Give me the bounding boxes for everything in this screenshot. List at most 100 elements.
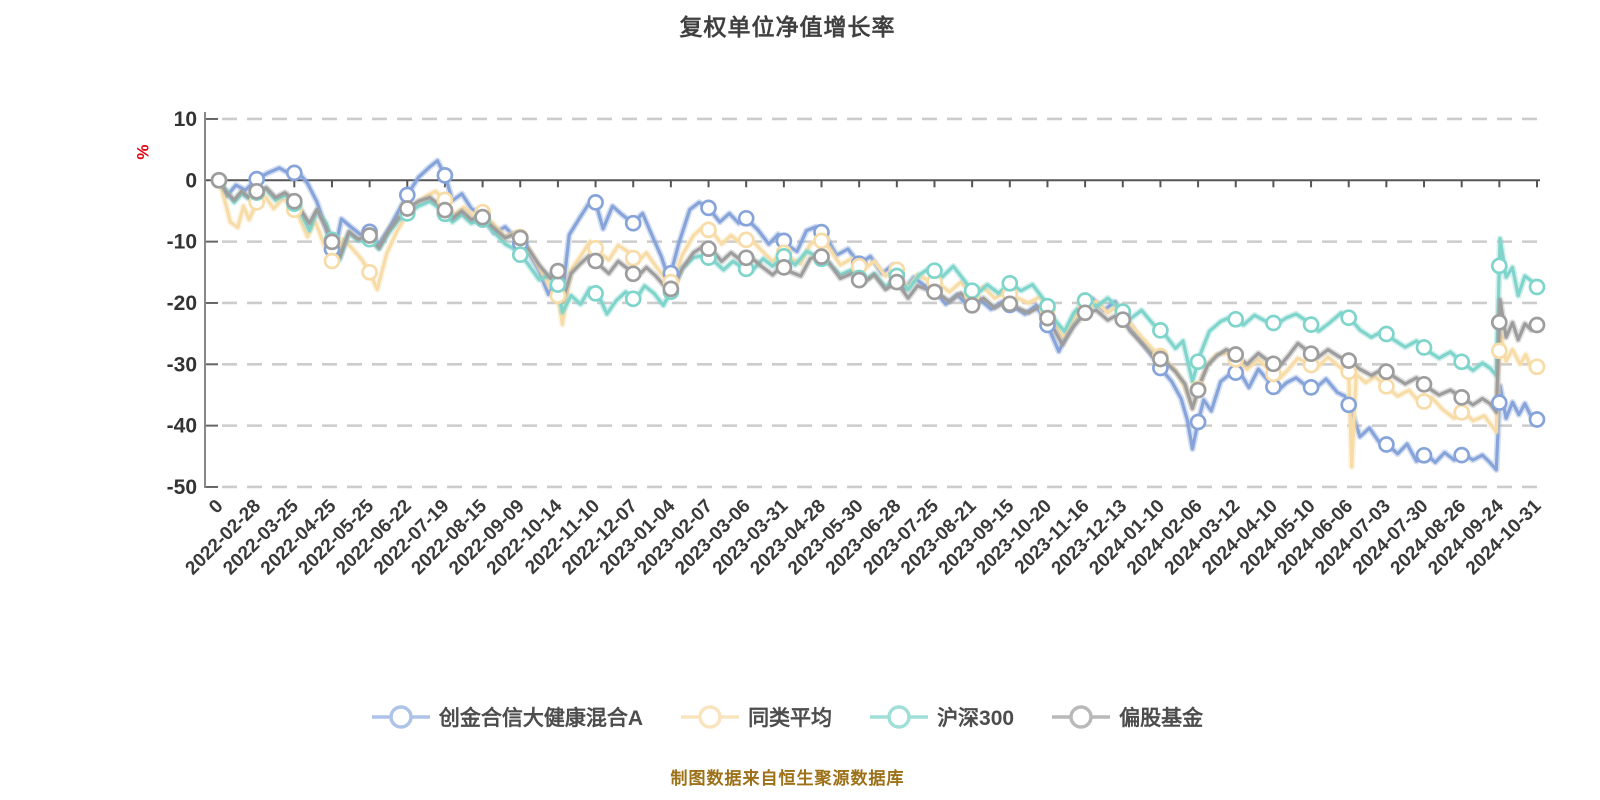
data-marker-series-0 xyxy=(1378,436,1395,453)
legend-item-2[interactable]: 沪深300 xyxy=(870,702,1014,732)
data-marker-series-1 xyxy=(1453,404,1471,421)
data-source-caption: 制图数据来自恒生聚源数据库 xyxy=(670,769,905,788)
data-marker-series-3 xyxy=(737,249,755,267)
data-marker-series-0 xyxy=(1490,394,1508,411)
data-marker-series-3 xyxy=(1415,375,1433,393)
data-marker-series-0 xyxy=(1189,413,1207,431)
data-marker-series-2 xyxy=(1340,309,1358,327)
data-marker-series-2 xyxy=(511,246,529,264)
data-marker-series-0 xyxy=(1528,411,1546,428)
data-marker-series-1 xyxy=(737,231,755,249)
data-marker-series-3 xyxy=(1189,381,1207,399)
data-marker-series-3 xyxy=(1114,311,1132,329)
data-marker-series-1 xyxy=(1415,393,1433,410)
data-marker-series-3 xyxy=(813,248,830,265)
data-marker-series-2 xyxy=(926,262,943,280)
data-marker-series-3 xyxy=(398,200,416,217)
legend-marker-icon xyxy=(371,705,430,729)
legend-item-0[interactable]: 创金合信大健康混合A xyxy=(371,702,644,732)
data-marker-series-3 xyxy=(285,192,303,210)
data-marker-series-2 xyxy=(1528,278,1546,296)
y-tick-label: 10 xyxy=(174,108,197,131)
data-marker-series-2 xyxy=(1378,325,1395,343)
data-marker-series-3 xyxy=(361,227,378,244)
data-marker-series-2 xyxy=(1265,314,1282,332)
y-tick-label: -30 xyxy=(167,353,197,376)
data-marker-series-1 xyxy=(361,263,378,281)
series-line-3 xyxy=(217,178,1539,414)
data-marker-series-3 xyxy=(1453,389,1471,406)
data-marker-series-0 xyxy=(1340,396,1358,414)
data-marker-series-3 xyxy=(662,280,680,298)
data-marker-series-3 xyxy=(1227,346,1245,363)
y-tick-label: -10 xyxy=(167,231,197,254)
data-marker-series-2 xyxy=(1490,257,1508,275)
chart-legend: 创金合信大健康混合A 同类平均 沪深300 偏股基金 xyxy=(0,702,1575,732)
data-marker-series-3 xyxy=(850,271,868,289)
data-marker-series-3 xyxy=(549,262,567,280)
data-marker-series-2 xyxy=(1453,353,1471,371)
data-marker-series-1 xyxy=(1490,342,1508,360)
legend-label: 沪深300 xyxy=(937,707,1015,730)
data-marker-series-3 xyxy=(624,265,642,283)
data-marker-series-3 xyxy=(700,240,717,258)
legend-label: 同类平均 xyxy=(748,707,833,730)
data-marker-series-3 xyxy=(1076,304,1094,322)
data-marker-series-2 xyxy=(587,285,604,302)
y-tick-label: -20 xyxy=(167,292,197,315)
data-marker-series-3 xyxy=(587,252,604,270)
data-marker-series-0 xyxy=(700,199,717,217)
data-marker-series-3 xyxy=(436,201,454,219)
data-marker-series-2 xyxy=(624,290,642,308)
legend-marker-icon xyxy=(870,705,929,729)
legend-item-1[interactable]: 同类平均 xyxy=(681,702,832,732)
series-halo-1 xyxy=(215,177,1541,470)
data-marker-series-3 xyxy=(248,182,266,200)
series-line-1 xyxy=(217,178,1539,469)
data-marker-series-0 xyxy=(624,214,642,232)
data-marker-series-3 xyxy=(1490,313,1508,331)
data-marker-series-1 xyxy=(813,232,830,250)
legend-marker-icon xyxy=(1052,705,1111,729)
data-marker-series-3 xyxy=(1265,355,1282,373)
data-marker-series-0 xyxy=(398,186,416,204)
y-tick-label: 0 xyxy=(185,169,197,192)
data-marker-series-0 xyxy=(1302,379,1320,396)
data-marker-series-2 xyxy=(549,276,567,293)
legend-label: 偏股基金 xyxy=(1119,707,1204,730)
data-marker-series-1 xyxy=(624,249,642,267)
data-marker-series-1 xyxy=(1378,378,1395,395)
data-marker-series-3 xyxy=(323,233,341,251)
data-marker-series-3 xyxy=(1302,345,1320,363)
data-marker-series-3 xyxy=(775,259,793,276)
data-marker-series-3 xyxy=(1039,309,1056,327)
data-marker-series-3 xyxy=(1340,352,1358,369)
data-marker-series-3 xyxy=(926,283,943,301)
data-marker-series-2 xyxy=(1415,339,1433,356)
data-marker-series-2 xyxy=(1189,353,1207,371)
data-marker-series-2 xyxy=(1152,322,1169,339)
data-marker-series-3 xyxy=(963,297,981,314)
data-marker-series-3 xyxy=(1152,350,1169,368)
data-marker-series-3 xyxy=(1001,295,1019,313)
data-marker-series-2 xyxy=(963,282,981,300)
data-marker-series-3 xyxy=(1528,316,1546,334)
data-marker-series-0 xyxy=(1415,446,1433,464)
y-tick-label: -50 xyxy=(167,476,197,499)
legend-marker-icon xyxy=(681,705,740,729)
data-marker-series-3 xyxy=(888,273,906,291)
data-marker-series-3 xyxy=(1378,363,1395,381)
data-marker-series-1 xyxy=(700,221,717,239)
data-marker-series-0 xyxy=(587,194,604,211)
data-marker-series-0 xyxy=(285,164,303,182)
data-marker-series-1 xyxy=(1528,358,1546,376)
chart-title: 复权单位净值增长率 xyxy=(679,14,896,40)
data-marker-series-3 xyxy=(511,229,529,247)
series-halo-3 xyxy=(215,177,1541,416)
legend-item-3[interactable]: 偏股基金 xyxy=(1052,702,1203,732)
legend-label: 创金合信大健康混合A xyxy=(438,707,644,730)
data-marker-series-1 xyxy=(323,252,341,270)
data-marker-series-3 xyxy=(474,208,491,226)
data-marker-series-2 xyxy=(1001,274,1019,292)
